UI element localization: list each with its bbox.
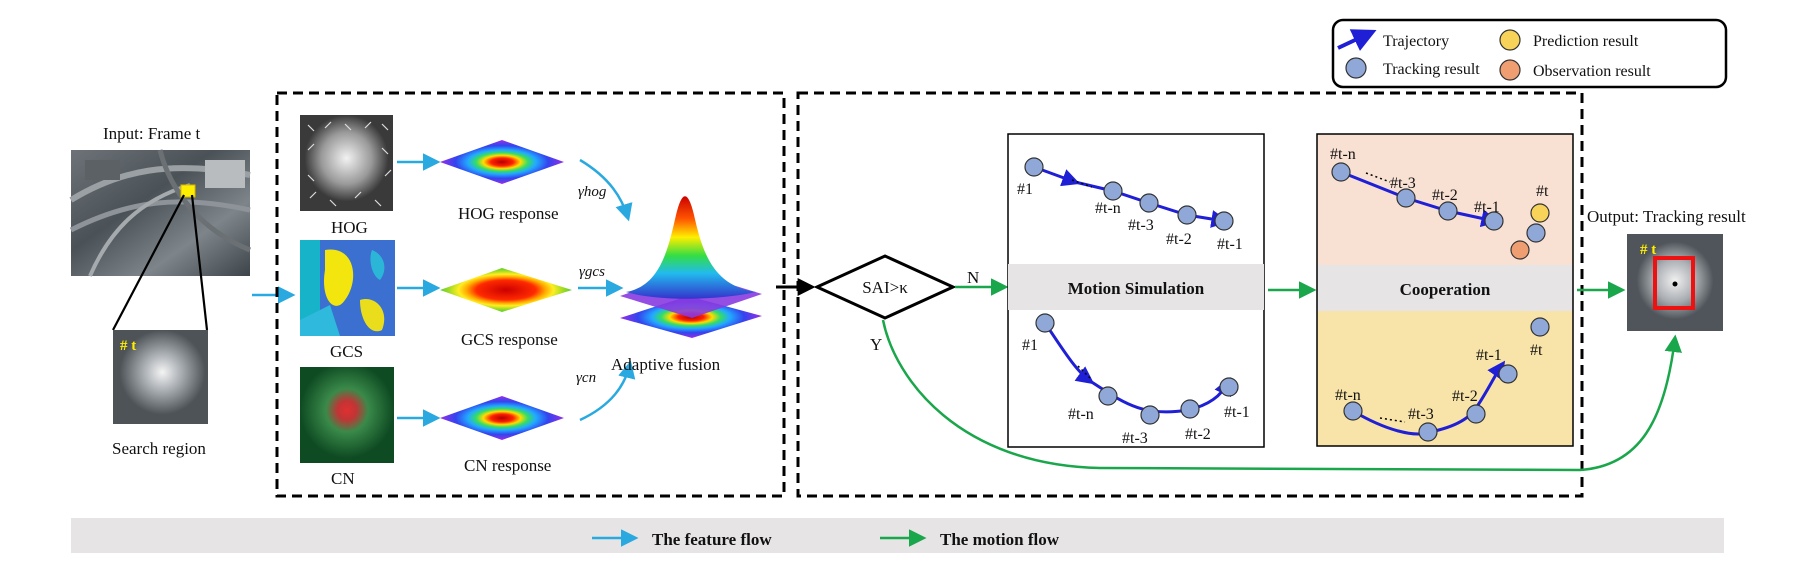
feature-flow-arrow-hog-fusion — [579, 158, 633, 222]
ms-bottom-label-4: #t-2 — [1185, 426, 1211, 443]
legend-box — [1331, 18, 1728, 89]
ms-top-label-1: #1 — [1017, 181, 1033, 198]
coop-bottom-label-4: #t-1 — [1476, 347, 1502, 364]
motion-module-box — [796, 91, 1584, 498]
ms-top-label-4: #t-2 — [1166, 231, 1192, 248]
ms-bottom-label-1: #1 — [1022, 337, 1038, 354]
output-target-center — [1672, 281, 1678, 287]
search-region-image — [113, 330, 208, 424]
zoom-line-left — [112, 194, 185, 331]
motion-flow-arrow-yes-branch — [881, 319, 1682, 472]
gcs-feature-image — [300, 240, 395, 336]
search-region-label: Search region — [112, 439, 206, 458]
coop-bottom-label-1: #t-n — [1335, 387, 1361, 404]
coop-top-label-2: #t-3 — [1390, 175, 1416, 192]
hog-weight-label: γhog — [578, 184, 607, 200]
coop-top-label-5: #t — [1536, 183, 1549, 200]
cn-response-map — [440, 396, 564, 440]
coop-top-label-3: #t-2 — [1432, 187, 1458, 204]
motion-flow-legend-label: The motion flow — [940, 530, 1060, 549]
coop-bottom-label-3: #t-2 — [1452, 388, 1478, 405]
output-tracking-box — [1653, 256, 1695, 310]
feature-extraction-box — [275, 91, 786, 498]
feature-flow-arrow-cn-fusion — [579, 360, 636, 422]
cn-feature-image — [300, 367, 394, 463]
ms-top-label-3: #t-3 — [1128, 217, 1154, 234]
cn-weight-label: γcn — [576, 370, 596, 386]
motion-simulation-panel: Motion Simulation #1 #t-n #t-3 #t-2 #t-1… — [1007, 133, 1265, 448]
input-section: Input: Frame t # t Search region — [69, 124, 251, 458]
adaptive-fusion-plot — [620, 196, 762, 338]
cn-row: CN CN response γcn — [300, 360, 636, 488]
coop-bottom-label-2: #t-3 — [1408, 406, 1434, 423]
zoom-line-right — [190, 194, 209, 331]
hog-response-map — [440, 140, 564, 184]
coop-bottom-label-5: #t — [1530, 342, 1543, 359]
search-frame-tag: # t — [120, 338, 136, 354]
hog-response-label: HOG response — [458, 204, 559, 223]
legend-prediction-dot-icon — [1499, 29, 1521, 51]
adaptive-fusion-label: Adaptive fusion — [611, 355, 721, 374]
gcs-row: GCS GCS response γgcs — [300, 240, 624, 361]
motion-simulation-title: Motion Simulation — [1068, 279, 1205, 298]
sai-condition-label: SAI>κ — [862, 278, 908, 297]
coop-top-label-4: #t-1 — [1474, 199, 1500, 216]
ms-top-label-5: #t-1 — [1217, 236, 1243, 253]
legend-prediction-label: Prediction result — [1533, 33, 1639, 50]
feature-flow-legend-label: The feature flow — [652, 530, 772, 549]
coop-top-label-1: #t-n — [1330, 146, 1356, 163]
gcs-response-label: GCS response — [461, 330, 558, 349]
flow-legend-band: The feature flow The motion flow — [71, 518, 1724, 553]
output-frame-tag: # t — [1640, 242, 1656, 258]
hog-label: HOG — [331, 218, 368, 237]
ms-top-label-2: #t-n — [1095, 200, 1121, 217]
legend-observation-dot-icon — [1499, 59, 1521, 81]
cn-label: CN — [331, 469, 355, 488]
input-frame-image — [69, 149, 251, 277]
output-title: Output: Tracking result — [1587, 207, 1746, 226]
sai-decision-diamond — [813, 254, 957, 320]
ms-bottom-label-2: #t-n — [1068, 406, 1094, 423]
input-title: Input: Frame t — [103, 124, 201, 143]
decision-yes-label: Y — [870, 335, 882, 354]
cooperation-title: Cooperation — [1400, 280, 1491, 299]
legend-tracking-label: Tracking result — [1383, 61, 1480, 78]
cooperation-panel: Cooperation #t-n #t-3 #t-2 #t-1 #t #t-n … — [1316, 133, 1574, 447]
legend: Trajectory Tracking result Prediction re… — [1331, 18, 1728, 89]
gcs-weight-label: γgcs — [579, 264, 605, 280]
decision-no-label: N — [967, 268, 979, 287]
legend-observation-label: Observation result — [1533, 63, 1651, 80]
hog-feature-image — [300, 115, 393, 211]
ms-bottom-label-3: #t-3 — [1122, 430, 1148, 447]
legend-trajectory-arrow-icon — [1337, 29, 1377, 51]
cn-response-label: CN response — [464, 456, 551, 475]
legend-trajectory-label: Trajectory — [1383, 33, 1449, 50]
legend-tracking-dot-icon — [1345, 57, 1367, 79]
hog-row: HOG HOG response γhog — [300, 115, 633, 237]
gcs-label: GCS — [330, 342, 363, 361]
gcs-response-map — [440, 268, 572, 312]
ms-bottom-label-5: #t-1 — [1224, 404, 1250, 421]
output-section: Output: Tracking result # t — [1587, 207, 1746, 331]
